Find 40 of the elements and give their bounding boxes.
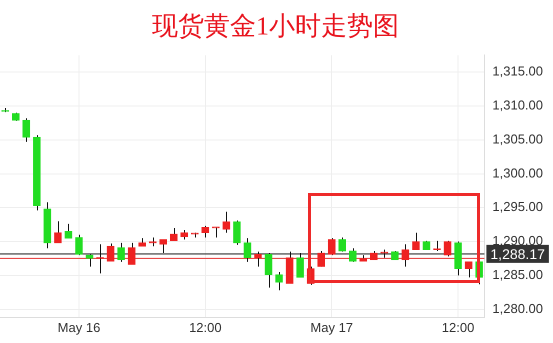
candlestick bbox=[64, 223, 72, 239]
chart-title: 现货黄金1小时走势图 bbox=[152, 11, 399, 40]
candlestick bbox=[254, 251, 262, 268]
y-tick-label: 1,295.00 bbox=[492, 199, 544, 214]
y-tick-label: 1,315.00 bbox=[492, 64, 544, 79]
y-tick-label: 1,280.00 bbox=[492, 300, 544, 316]
ref-line-label: 1,288.17 bbox=[490, 246, 546, 262]
x-tick-label: May 16 bbox=[58, 320, 100, 335]
candlestick bbox=[412, 232, 420, 250]
y-tick-label: 1,310.00 bbox=[492, 98, 544, 113]
candlestick bbox=[212, 226, 220, 238]
candlestick bbox=[264, 252, 272, 288]
candlestick bbox=[170, 227, 178, 242]
y-tick-label: 1,290.00 bbox=[492, 233, 544, 248]
candlestick bbox=[202, 225, 210, 238]
candlestick bbox=[106, 243, 114, 262]
y-tick-label: 1,300.00 bbox=[492, 165, 544, 180]
x-tick-label: 12:00 bbox=[189, 320, 222, 335]
candlestick bbox=[296, 252, 304, 278]
candlestick bbox=[275, 272, 283, 291]
x-tick-label: May 17 bbox=[310, 320, 354, 335]
candlestick bbox=[86, 254, 94, 268]
candlestick bbox=[222, 211, 230, 234]
y-tick-label: 1,305.00 bbox=[492, 131, 544, 146]
candlestick bbox=[244, 238, 252, 262]
candlestick bbox=[54, 220, 62, 244]
candlestick bbox=[96, 244, 104, 274]
candlestick bbox=[128, 242, 136, 266]
candlestick bbox=[22, 118, 30, 142]
candlestick bbox=[117, 242, 125, 262]
candlestick bbox=[444, 240, 452, 257]
candlestick bbox=[75, 234, 83, 256]
x-tick-label: 12:00 bbox=[442, 320, 474, 335]
y-tick-label: 1,285.00 bbox=[492, 266, 544, 282]
candlestick bbox=[464, 261, 472, 278]
candlestick bbox=[317, 250, 326, 268]
candlestick bbox=[402, 244, 410, 268]
candlestick bbox=[159, 238, 168, 254]
candlestick bbox=[328, 238, 336, 256]
candlestick bbox=[233, 220, 241, 246]
